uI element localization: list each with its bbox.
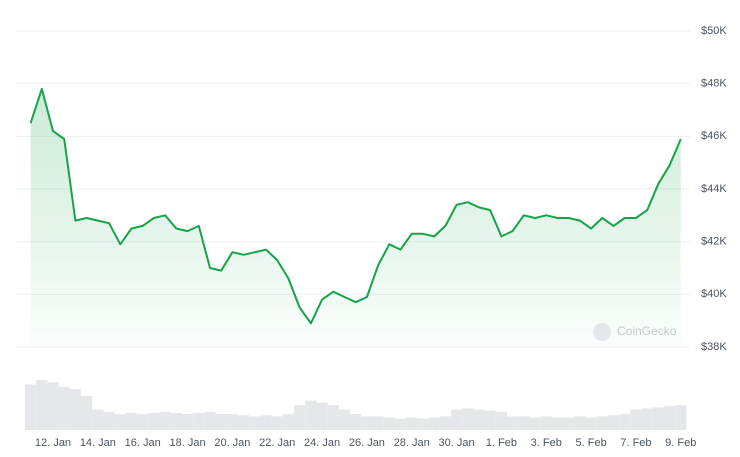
volume-bar [507,416,519,430]
volume-bar [338,409,351,430]
volume-bar [484,410,496,430]
volume-bar [439,416,451,430]
watermark-text: CoinGecko [617,324,677,338]
volume-bar [294,405,306,430]
volume-bar [675,405,687,430]
volume-bar [394,418,407,430]
x-tick-label: 1. Feb [486,437,517,449]
volume-bar [81,395,93,430]
volume-bar [350,414,362,430]
volume-bar [181,414,194,430]
price-line [29,87,682,325]
volume-bar [406,417,418,430]
volume-bar [114,414,126,430]
volume-bar [47,382,59,430]
volume-bar [619,414,631,430]
x-tick-label: 18. Jan [169,437,205,449]
volume-bar [529,417,541,430]
volume-bar [58,386,70,430]
volume-bar [125,412,138,430]
x-tick-label: 5. Feb [576,437,607,449]
volume-bar [159,411,171,430]
volume-bar [417,418,429,430]
y-tick-label: $40K [701,288,727,300]
x-tick-label: 3. Feb [531,437,562,449]
volume-bar [249,416,261,430]
volume-bar [428,417,440,430]
volume-bar [327,405,339,430]
volume-bar [652,407,664,430]
y-tick-label: $50K [701,25,727,37]
volume-bar [103,411,115,430]
volume-bar [237,415,250,430]
volume-bar [137,414,149,430]
volume-bar [260,415,272,430]
volume-bar [36,380,48,430]
volume-bar [226,414,238,430]
volume-bar [316,402,328,430]
x-tick-label: 30. Jan [439,437,475,449]
y-tick-label: $46K [701,130,727,142]
volume-bar [282,414,295,430]
volume-bar [563,417,575,430]
volume-bar [585,417,597,430]
volume-bar [372,416,384,430]
x-tick-label: 22. Jan [259,437,295,449]
y-tick-label: $42K [701,236,727,248]
volume-bar [540,416,552,430]
volume-bar [383,417,395,430]
volume-bar [574,416,586,430]
volume-bar [69,389,82,430]
x-tick-label: 20. Jan [214,437,250,449]
volume-bar [518,416,530,430]
volume-bar [663,406,676,430]
y-tick-label: $38K [701,341,727,353]
volume-bar [450,409,463,430]
y-tick-label: $44K [701,183,727,195]
x-tick-label: 16. Jan [125,437,161,449]
x-tick-label: 12. Jan [35,437,71,449]
volume-bar [630,409,642,430]
volume-bar [170,412,182,430]
volume-bar [462,408,474,430]
volume-bar [305,400,317,430]
volume-bar [193,412,205,430]
volume-bar [641,408,653,430]
volume-bar [148,412,160,430]
volume-bar [92,409,104,430]
x-tick-label: 24. Jan [304,437,340,449]
volume-bar [271,416,283,430]
volume-bar [215,414,227,430]
volume-bar [596,416,608,430]
volume-bar [204,411,216,430]
volume-bar [551,417,564,430]
watermark-logo [593,323,611,341]
x-tick-label: 28. Jan [394,437,430,449]
volume-bar [607,415,620,430]
x-tick-label: 9. Feb [665,437,696,449]
volume-bar [361,416,373,430]
x-tick-label: 7. Feb [620,437,651,449]
volume-bar [495,411,508,430]
y-tick-label: $48K [701,78,727,90]
volume-bar [473,409,485,430]
volume-bar [25,384,37,430]
watermark: CoinGecko [593,323,677,341]
x-tick-label: 26. Jan [349,437,385,449]
price-area [30,88,681,348]
x-tick-label: 14. Jan [80,437,116,449]
